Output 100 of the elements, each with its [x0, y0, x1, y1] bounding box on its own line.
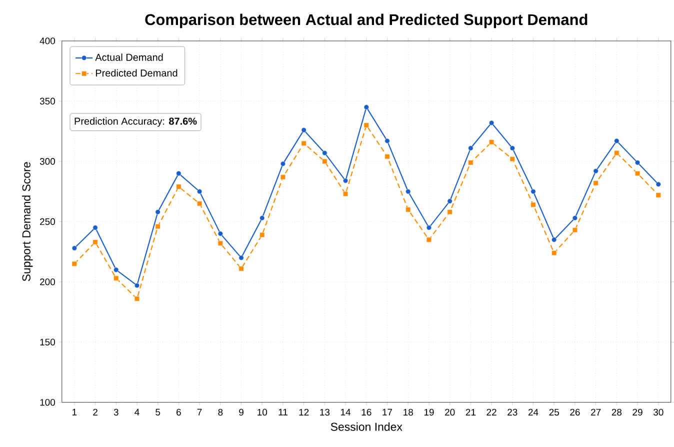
- x-tick-label: 30: [653, 408, 664, 416]
- y-axis-title: Support Demand Score: [22, 162, 33, 281]
- x-tick-label: 26: [570, 408, 580, 416]
- point: [406, 206, 411, 212]
- x-tick-label: 18: [404, 408, 413, 416]
- point: [510, 156, 515, 162]
- point: [238, 266, 244, 272]
- x-tick-label: 25: [549, 408, 559, 416]
- point: [92, 239, 98, 245]
- x-tick-label: 1: [72, 408, 77, 416]
- x-tick-label: 13: [320, 408, 330, 416]
- annotation: Prediction Accuracy: 87.6%: [74, 117, 197, 127]
- x-tick-label: 7: [197, 408, 202, 416]
- point: [656, 192, 661, 198]
- x-tick-label: 10: [258, 408, 268, 416]
- x-tick-label: 28: [612, 408, 622, 416]
- point: [634, 160, 640, 166]
- point: [364, 122, 369, 128]
- x-tick-label: 5: [156, 408, 160, 416]
- point: [280, 161, 286, 166]
- x-tick-label: 21: [466, 408, 476, 416]
- point: [572, 227, 578, 232]
- point: [447, 209, 452, 214]
- point: [530, 188, 536, 194]
- point: [218, 240, 223, 246]
- point: [155, 209, 160, 214]
- y-tick-label: 350: [40, 98, 56, 104]
- x-tick-label: 20: [445, 408, 455, 416]
- point: [72, 245, 77, 251]
- point: [260, 232, 265, 238]
- point: [572, 215, 578, 220]
- x-tick-label: 23: [508, 408, 518, 416]
- point: [426, 237, 432, 242]
- point: [197, 188, 202, 194]
- point: [280, 174, 286, 180]
- point: [384, 154, 390, 159]
- x-tick-label: 29: [632, 408, 642, 416]
- point: [72, 261, 77, 266]
- x-tick-label: 3: [114, 408, 118, 416]
- x-tick-label: 27: [591, 408, 601, 416]
- point: [197, 200, 202, 206]
- x-tick-label: 16: [362, 408, 372, 416]
- y-tick-label: 150: [40, 338, 56, 346]
- point: [92, 224, 98, 230]
- point: [552, 237, 557, 242]
- point: [468, 160, 474, 166]
- point: [176, 170, 182, 176]
- point: [114, 276, 119, 281]
- x-tick-label: 4: [134, 408, 140, 416]
- x-tick-label: 6: [176, 408, 181, 416]
- chart-title: Comparison between Actual and Predicted Support Demand: [145, 14, 588, 28]
- point: [447, 198, 452, 204]
- x-tick-label: 8: [218, 408, 223, 416]
- x-tick-label: 24: [528, 408, 538, 416]
- point: [468, 145, 474, 151]
- point: [134, 282, 140, 288]
- x-tick-label: 17: [382, 408, 392, 416]
- y-tick-label: 250: [40, 218, 56, 225]
- x-tick-label: 2: [93, 408, 98, 416]
- legend-label: Actual Demand: [95, 53, 163, 61]
- x-tick-label: 22: [486, 408, 496, 416]
- point: [406, 188, 411, 194]
- point: [634, 170, 640, 176]
- point: [238, 255, 244, 260]
- x-tick-label: 9: [239, 408, 244, 416]
- point: [593, 168, 598, 174]
- x-tick-label: 14: [340, 408, 351, 416]
- point: [155, 224, 160, 229]
- point: [364, 104, 369, 110]
- y-tick-label: 100: [40, 398, 56, 406]
- x-tick-label: 11: [278, 408, 288, 416]
- point: [176, 184, 182, 190]
- point: [114, 267, 119, 272]
- point: [530, 202, 536, 208]
- point: [488, 139, 494, 145]
- point: [322, 150, 328, 156]
- y-tick-label: 400: [40, 37, 56, 44]
- x-tick-label: 12: [299, 408, 309, 416]
- point: [614, 138, 620, 144]
- point: [301, 140, 306, 146]
- point: [343, 178, 348, 184]
- point: [488, 120, 494, 126]
- point: [322, 158, 328, 164]
- y-tick-label: 200: [40, 278, 56, 286]
- point: [614, 150, 620, 156]
- point: [426, 224, 432, 230]
- point: [593, 180, 598, 186]
- point: [343, 191, 348, 196]
- x-tick-label: 19: [424, 408, 434, 416]
- point: [260, 215, 265, 220]
- point: [134, 296, 140, 302]
- point: [301, 127, 306, 132]
- legend-label: Predicted Demand: [96, 69, 178, 76]
- point: [218, 231, 223, 236]
- point: [552, 250, 557, 256]
- point: [656, 182, 661, 187]
- point: [510, 145, 515, 151]
- point: [384, 138, 390, 144]
- y-tick-label: 300: [40, 158, 56, 165]
- x-axis-title: Session Index: [330, 422, 402, 431]
